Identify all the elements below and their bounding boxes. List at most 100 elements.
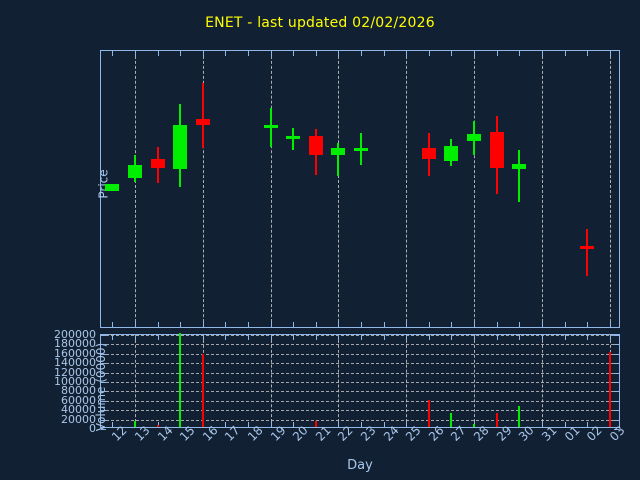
axis-tick <box>564 422 566 427</box>
gridline-vertical <box>474 51 475 327</box>
axis-tick <box>361 422 362 427</box>
axis-tick <box>293 422 295 427</box>
axis-tick <box>134 322 136 327</box>
axis-tick <box>225 322 227 327</box>
axis-tick <box>361 322 362 327</box>
volume-tick-label: 40000 <box>61 403 96 417</box>
page-title: ENET - last updated 02/02/2026 <box>205 15 435 31</box>
volume-bar <box>473 423 475 427</box>
axis-tick <box>293 51 295 56</box>
axis-tick <box>587 335 589 340</box>
gridline-vertical <box>406 335 408 427</box>
candle-body <box>127 165 142 178</box>
gridline-horizontal <box>101 410 619 412</box>
axis-tick <box>293 322 295 327</box>
axis-tick <box>180 51 182 56</box>
x-axis-title: Day <box>347 458 373 473</box>
axis-tick <box>270 422 272 427</box>
volume-tick-label: 180000 <box>54 337 96 351</box>
axis-tick <box>474 335 475 340</box>
volume-tick-label: 120000 <box>54 365 96 379</box>
candle-body <box>195 119 210 125</box>
volume-bar <box>495 412 498 427</box>
axis-tick <box>101 353 106 355</box>
axis-tick <box>564 335 566 340</box>
gridline-vertical <box>134 51 136 327</box>
axis-tick <box>496 335 498 340</box>
candle-body <box>512 163 527 170</box>
axis-tick <box>614 363 619 365</box>
candle-body <box>354 148 368 152</box>
axis-tick <box>202 335 204 340</box>
volume-bar <box>427 399 430 427</box>
volume-tick-label: 100000 <box>54 375 96 388</box>
candle-body <box>467 134 481 142</box>
axis-tick <box>519 335 521 340</box>
axis-tick <box>270 335 272 340</box>
axis-tick <box>587 322 589 327</box>
gridline-horizontal <box>101 400 619 402</box>
candle-body <box>173 124 188 170</box>
volume-tick-label: 60000 <box>61 393 96 407</box>
axis-tick <box>202 322 204 327</box>
gridline-horizontal <box>101 344 619 346</box>
gridline-vertical <box>338 51 340 327</box>
gridline-vertical <box>338 335 340 427</box>
gridline-vertical <box>270 51 272 327</box>
axis-tick <box>541 422 543 427</box>
axis-tick <box>428 51 430 56</box>
axis-tick <box>519 322 521 327</box>
volume-bar <box>156 424 159 427</box>
axis-tick <box>474 51 475 56</box>
gridline-vertical <box>406 51 408 327</box>
axis-tick <box>180 322 182 327</box>
axis-tick <box>609 335 611 340</box>
axis-tick <box>614 419 619 421</box>
axis-tick <box>315 335 317 340</box>
axis-tick <box>564 51 566 56</box>
candle-body <box>263 124 278 128</box>
candle-wick <box>586 228 589 277</box>
volume-tick-label: 200000 <box>54 328 96 341</box>
axis-tick <box>428 335 430 340</box>
axis-tick <box>112 335 114 340</box>
gridline-horizontal <box>101 391 619 393</box>
axis-tick <box>101 391 106 393</box>
axis-tick <box>134 335 136 340</box>
axis-tick <box>315 51 317 56</box>
axis-tick <box>101 382 106 383</box>
axis-tick <box>451 322 453 327</box>
axis-tick <box>428 322 430 327</box>
candle-body <box>444 145 459 161</box>
axis-tick <box>474 322 475 327</box>
axis-tick <box>134 51 136 56</box>
axis-tick <box>541 322 543 327</box>
candle-body <box>286 135 301 139</box>
axis-tick <box>101 400 106 402</box>
axis-tick <box>225 51 227 56</box>
gridline-vertical <box>609 51 611 327</box>
axis-tick <box>451 51 453 56</box>
volume-bar <box>179 333 182 427</box>
axis-tick <box>406 422 408 427</box>
axis-tick <box>101 335 106 336</box>
candle-wick <box>518 149 521 203</box>
axis-tick <box>564 322 566 327</box>
gridline-horizontal <box>101 382 619 383</box>
axis-tick <box>101 410 106 412</box>
candle-body <box>580 245 595 249</box>
axis-tick <box>338 422 340 427</box>
axis-tick <box>157 51 159 56</box>
axis-tick <box>614 372 619 374</box>
gridline-horizontal <box>101 372 619 374</box>
candle-wick <box>201 83 204 149</box>
axis-tick <box>157 322 159 327</box>
gridline-vertical <box>474 335 475 427</box>
gridline-vertical <box>541 51 543 327</box>
axis-tick <box>406 335 408 340</box>
axis-tick <box>587 51 589 56</box>
axis-tick <box>614 382 619 383</box>
candle-wick <box>337 142 340 177</box>
volume-bar <box>518 406 521 427</box>
axis-tick <box>496 51 498 56</box>
